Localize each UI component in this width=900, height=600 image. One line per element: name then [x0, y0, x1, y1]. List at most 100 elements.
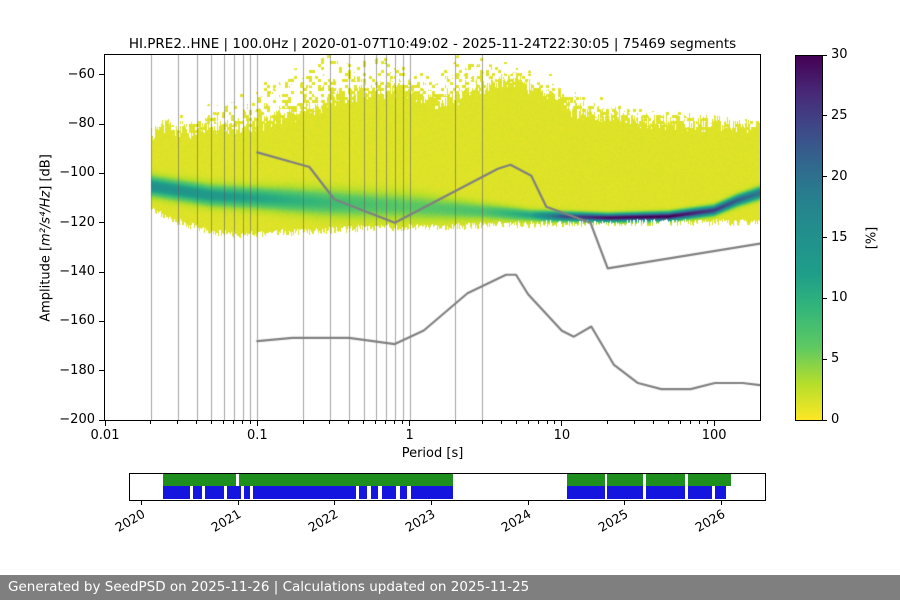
colorbar-tick-label: 20 — [831, 168, 848, 184]
x-tick-label: 100 — [701, 428, 727, 443]
x-tick — [561, 421, 563, 426]
y-tick-label: −100 — [59, 165, 95, 181]
plot-frame — [104, 54, 761, 421]
timeline-segment-blue — [244, 486, 250, 499]
y-axis-label-units: m²/s⁴/Hz — [38, 190, 54, 246]
y-axis-label-suffix: ] [dB] — [38, 154, 54, 191]
x-tick — [409, 421, 411, 426]
timeline-year-label: 2024 — [498, 506, 534, 535]
colorbar-tick — [823, 237, 827, 238]
colorbar-tick-label: 25 — [831, 107, 848, 123]
x-minor-tick — [302, 421, 304, 424]
y-tick-label: −60 — [67, 66, 95, 82]
x-minor-tick — [667, 421, 669, 424]
timeline-segment-blue — [646, 486, 685, 499]
x-minor-tick — [554, 421, 556, 424]
colorbar-tick — [823, 419, 827, 421]
y-tick — [99, 123, 104, 125]
x-minor-tick — [454, 421, 456, 424]
y-tick — [99, 370, 104, 372]
x-tick — [256, 421, 258, 426]
footer-text: Generated by SeedPSD on 2025-11-26 | Cal… — [8, 579, 530, 595]
colorbar-tick-label: 30 — [831, 47, 848, 62]
colorbar-tick — [823, 54, 827, 56]
x-minor-tick — [515, 421, 517, 424]
x-minor-tick — [706, 421, 708, 424]
y-tick — [99, 419, 104, 421]
x-minor-tick — [363, 421, 365, 424]
chart-title: HI.PRE2..HNE | 100.0Hz | 2020-01-07T10:4… — [128, 36, 737, 52]
x-tick — [713, 421, 715, 426]
timeline-segment-green — [566, 474, 605, 486]
timeline-year-label: 2026 — [691, 506, 727, 535]
colorbar — [795, 55, 823, 421]
timeline-segment-blue — [399, 486, 408, 499]
y-tick-label: −120 — [59, 214, 95, 230]
x-minor-tick — [698, 421, 700, 424]
x-minor-tick — [607, 421, 609, 424]
y-tick — [99, 271, 104, 273]
timeline-segment-blue — [205, 486, 224, 499]
timeline-segment-blue — [566, 486, 605, 499]
timeline-segment-green — [687, 474, 732, 486]
x-tick-label: 0.1 — [246, 428, 268, 443]
x-minor-tick — [634, 421, 636, 424]
timeline-year-label: 2021 — [208, 506, 244, 535]
timeline-tick — [624, 501, 626, 505]
x-minor-tick — [177, 421, 179, 424]
colorbar-tick-label: 15 — [831, 229, 848, 245]
timeline-year-label: 2023 — [401, 506, 438, 535]
timeline-segment-blue — [359, 486, 367, 499]
timeline-segment-blue — [192, 486, 203, 499]
timeline-segment-blue — [382, 486, 396, 499]
x-minor-tick — [394, 421, 396, 424]
x-minor-tick — [375, 421, 377, 424]
timeline-year-label: 2020 — [112, 506, 148, 535]
x-minor-tick — [329, 421, 331, 424]
y-tick-label: −200 — [59, 412, 95, 427]
timeline-segment-green — [239, 474, 453, 486]
timeline-tick — [334, 501, 336, 505]
timeline-segment-blue — [687, 486, 712, 499]
timeline-segment-blue — [252, 486, 357, 499]
timeline-segment-blue — [411, 486, 453, 499]
y-tick-label: −160 — [59, 313, 95, 329]
x-minor-tick — [481, 421, 483, 424]
x-minor-tick — [233, 421, 235, 424]
x-tick-label: 10 — [553, 428, 571, 443]
x-minor-tick — [150, 421, 152, 424]
timeline-tick — [721, 501, 722, 505]
x-tick-label: 1 — [405, 428, 414, 443]
ppsd-heatmap-canvas — [105, 55, 760, 420]
timeline-segment-green — [646, 474, 685, 486]
x-minor-tick — [348, 421, 350, 424]
x-minor-tick — [653, 421, 655, 424]
colorbar-tick-label: 10 — [831, 290, 848, 306]
timeline-segment-green — [162, 474, 237, 486]
x-minor-tick — [223, 421, 224, 424]
x-minor-tick — [196, 421, 198, 424]
y-tick — [99, 222, 104, 224]
timeline-segment-blue — [370, 486, 379, 499]
timeline-segment-blue — [714, 486, 727, 499]
y-tick — [99, 320, 104, 322]
y-tick — [99, 172, 104, 174]
x-minor-tick — [546, 421, 548, 424]
timeline-tick — [237, 501, 239, 505]
timeline-segment-blue — [607, 486, 644, 499]
colorbar-tick-label: 5 — [831, 351, 840, 367]
x-minor-tick — [537, 421, 539, 424]
colorbar-tick — [823, 115, 827, 117]
colorbar-tick — [823, 176, 827, 178]
colorbar-label: [%] — [864, 226, 880, 250]
timeline-segment-blue — [226, 486, 242, 499]
x-tick-label: 0.01 — [90, 428, 120, 443]
timeline-segment-blue — [162, 486, 190, 499]
x-minor-tick — [210, 421, 212, 424]
x-minor-tick — [500, 421, 502, 424]
y-tick — [99, 74, 104, 76]
y-tick-label: −80 — [67, 116, 95, 132]
timeline-year-label: 2025 — [595, 506, 631, 535]
timeline-tick — [141, 501, 143, 505]
